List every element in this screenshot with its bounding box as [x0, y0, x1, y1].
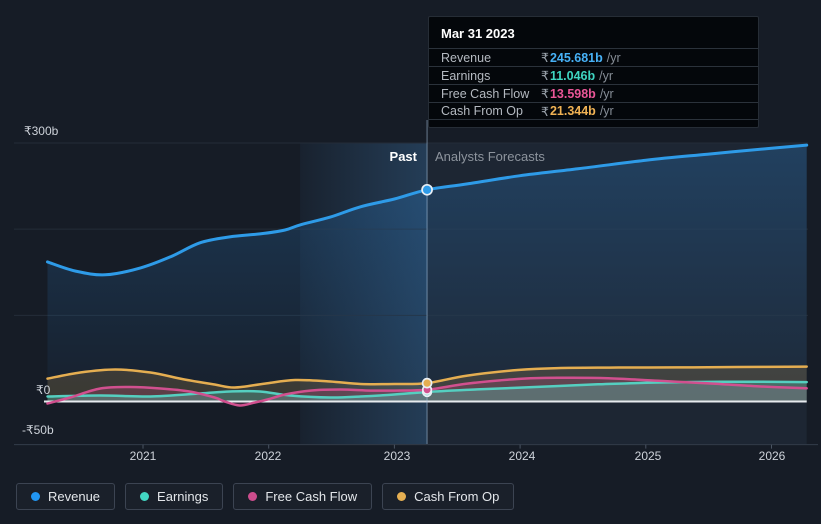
x-axis-label-2026: 2026 — [758, 449, 786, 463]
tooltip-earnings-currency: ₹ — [541, 69, 549, 83]
tooltip-cashop-label: Cash From Op — [441, 104, 523, 118]
tooltip-fcf-value: 13.598b — [549, 86, 596, 101]
free-cash-flow-swatch-icon — [248, 492, 258, 501]
tooltip-earnings-label: Earnings — [441, 68, 491, 83]
chart-legend: Revenue Earnings Free Cash Flow Cash Fro… — [16, 483, 515, 510]
legend-item-free-cash-flow[interactable]: Free Cash Flow — [233, 483, 373, 510]
tooltip-date: Mar 31 2023 — [441, 26, 515, 41]
tooltip-revenue-currency: ₹ — [541, 51, 549, 65]
tooltip-fcf-label: Free Cash Flow — [441, 86, 530, 101]
x-axis-label-2021: 2021 — [129, 449, 157, 463]
past-label: Past — [389, 149, 417, 164]
revenue-line — [46, 143, 809, 277]
x-axis-label-2024: 2024 — [508, 449, 536, 463]
tooltip-revenue-value: 245.681b — [549, 50, 603, 65]
revenue-area — [47, 145, 807, 402]
x-axis-label-2025: 2025 — [634, 449, 662, 463]
tooltip-earnings-suffix: /yr — [599, 68, 614, 83]
tooltip-row-revenue: Revenue ₹ 245.681b /yr — [429, 48, 758, 66]
tooltip-row-cash-from-op: Cash From Op ₹ 21.344b /yr — [429, 102, 758, 120]
tooltip-cashop-value: 21.344b — [549, 104, 596, 118]
legend-item-revenue[interactable]: Revenue — [16, 483, 116, 510]
legend-item-cash-from-op[interactable]: Cash From Op — [382, 483, 515, 510]
earnings-line — [46, 380, 808, 399]
marker-revenue — [421, 183, 433, 196]
tooltip-revenue-suffix: /yr — [606, 50, 621, 65]
trend-chart[interactable] — [0, 0, 821, 478]
y-axis-label-neg50b: -₹50b — [22, 423, 54, 437]
cash-from-op-line — [46, 365, 808, 389]
tooltip-fcf-currency: ₹ — [541, 87, 549, 101]
chart-series-lines — [46, 143, 809, 407]
cash-from-op-swatch-icon — [397, 492, 407, 501]
legend-fcf-label: Free Cash Flow — [265, 489, 358, 504]
tooltip-row-free-cash-flow: Free Cash Flow ₹ 13.598b /yr — [429, 84, 758, 102]
marker-cash-from-op — [421, 377, 433, 389]
tooltip-row-earnings: Earnings ₹ 11.046b /yr — [429, 66, 758, 84]
tooltip-cashop-currency: ₹ — [541, 104, 549, 119]
y-axis-label-300b: ₹300b — [24, 124, 59, 138]
earnings-area — [47, 381, 807, 402]
tooltip-cashop-suffix: /yr — [599, 104, 614, 118]
free-cash-flow-line — [46, 376, 808, 407]
tooltip-earnings-value: 11.046b — [549, 68, 596, 83]
legend-cashop-label: Cash From Op — [414, 489, 500, 504]
x-axis-label-2022: 2022 — [254, 449, 282, 463]
revenue-swatch-icon — [31, 492, 40, 501]
analysts-forecasts-label: Analysts Forecasts — [435, 149, 545, 164]
x-axis-label-2023: 2023 — [383, 449, 411, 463]
earnings-swatch-icon — [140, 492, 150, 501]
legend-revenue-label: Revenue — [48, 489, 101, 504]
chart-hover-markers — [421, 183, 433, 398]
tooltip-fcf-suffix: /yr — [599, 86, 614, 101]
chart-tooltip: Mar 31 2023 Revenue ₹ 245.681b /yr Earni… — [428, 16, 759, 128]
legend-item-earnings[interactable]: Earnings — [125, 483, 224, 510]
legend-earnings-label: Earnings — [157, 489, 209, 504]
tooltip-revenue-label: Revenue — [441, 50, 492, 65]
y-axis-label-0: ₹0 — [36, 383, 51, 397]
